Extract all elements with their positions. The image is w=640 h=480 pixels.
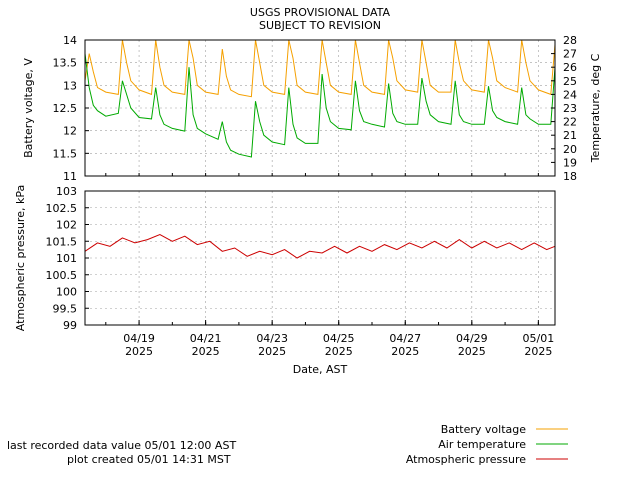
bottom-y-tick-label: 100.5 [46, 269, 78, 282]
x-tick-date-label: 04/19 [123, 332, 155, 345]
top-y-tick-label: 14 [63, 34, 77, 47]
bottom-y-tick-label: 102.5 [46, 202, 78, 215]
top-y2-tick-label: 22 [563, 116, 577, 129]
top-y2-tick-label: 24 [563, 88, 577, 101]
x-tick-date-label: 04/23 [256, 332, 288, 345]
x-tick-date-label: 04/29 [456, 332, 488, 345]
top-y-tick-label: 12 [63, 125, 77, 138]
x-tick-year-label: 2025 [192, 345, 220, 358]
x-tick-date-label: 04/21 [190, 332, 222, 345]
legend: Battery voltage Air temperature Atmospheri… [406, 423, 568, 466]
top-y2-tick-label: 21 [563, 129, 577, 142]
bottom-y-tick-label: 100 [56, 286, 77, 299]
top-y-tick-label: 11.5 [53, 147, 78, 160]
bottom-y-tick-label: 99.5 [53, 302, 78, 315]
top-y2-axis-label: Temperature, deg C [589, 53, 602, 163]
battery-voltage-line [84, 39, 556, 98]
bottom-gridlines [85, 190, 555, 326]
x-tick-year-label: 2025 [258, 345, 286, 358]
top-y-tick-label: 13 [63, 79, 77, 92]
chart-title: USGS PROVISIONAL DATA [250, 6, 391, 19]
legend-label: Atmospheric pressure [406, 453, 526, 466]
top-y2-tick-label: 27 [563, 48, 577, 61]
top-y2-tick-label: 26 [563, 61, 577, 74]
top-y2-tick-label: 18 [563, 170, 577, 183]
legend-label: Air temperature [438, 438, 526, 451]
bottom-y-tick-label: 101.5 [46, 235, 78, 248]
top-series [84, 39, 556, 158]
top-y2-tick-label: 28 [563, 34, 577, 47]
bottom-y-tick-label: 99 [63, 319, 77, 332]
top-y-axis-label: Battery voltage, V [22, 58, 35, 158]
x-tick-year-label: 2025 [524, 345, 552, 358]
top-y-tick-label: 13.5 [53, 57, 78, 70]
x-tick-year-label: 2025 [458, 345, 486, 358]
top-y2-tick-label: 20 [563, 143, 577, 156]
chart-subtitle: SUBJECT TO REVISION [259, 19, 381, 32]
bottom-y-ticks: 99 99.5 100 100.5 101 101.5 102 102.5 103 [46, 185, 89, 332]
x-axis-label: Date, AST [293, 363, 348, 376]
atmospheric-pressure-line [84, 233, 556, 259]
x-tick-date-label: 04/27 [389, 332, 421, 345]
top-y2-tick-label: 23 [563, 102, 577, 115]
footer-plot-created: plot created 05/01 14:31 MST [67, 453, 231, 466]
legend-label: Battery voltage [441, 423, 527, 436]
x-tick-year-label: 2025 [391, 345, 419, 358]
air-temperature-line [84, 53, 556, 158]
top-y2-tick-label: 19 [563, 156, 577, 169]
bottom-x-ticks: 04/19202504/21202504/23202504/25202504/2… [105, 173, 555, 358]
x-tick-date-label: 04/25 [323, 332, 355, 345]
x-tick-year-label: 2025 [325, 345, 353, 358]
bottom-y-axis-label: Atmospheric pressure, kPa [14, 185, 27, 331]
bottom-y-tick-label: 103 [56, 185, 77, 198]
top-y-tick-label: 11 [63, 170, 77, 183]
footer-last-value: last recorded data value 05/01 12:00 AST [7, 439, 237, 452]
x-tick-year-label: 2025 [125, 345, 153, 358]
bottom-y-tick-label: 101 [56, 252, 77, 265]
top-y2-tick-label: 25 [563, 75, 577, 88]
x-tick-date-label: 05/01 [523, 332, 555, 345]
bottom-series [84, 233, 556, 259]
bottom-y-tick-label: 102 [56, 219, 77, 232]
top-y-ticks: 11 11.5 12 12.5 13 13.5 14 [53, 34, 89, 183]
top-y-tick-label: 12.5 [53, 102, 78, 115]
